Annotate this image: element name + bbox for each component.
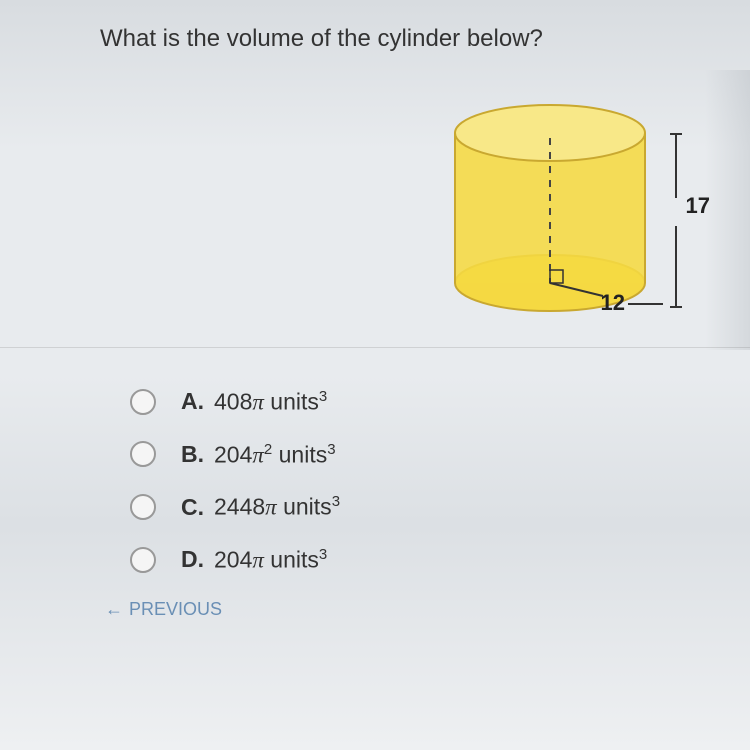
cylinder-diagram [440,88,670,328]
radio-button[interactable] [130,389,156,415]
option-b[interactable]: B. 204π2 units3 [130,441,720,469]
radius-label: 12 [601,290,625,316]
option-letter: B. [181,441,204,468]
answer-options: A. 408π units3 B. 204π2 units3 C. 2448π … [130,388,720,574]
option-letter: A. [181,388,204,415]
option-value: 204π2 units3 [214,441,336,469]
height-bracket [675,226,677,308]
option-value: 2448π units3 [214,493,340,521]
radio-button[interactable] [130,441,156,467]
radio-button[interactable] [130,494,156,520]
option-c[interactable]: C. 2448π units3 [130,493,720,521]
option-d[interactable]: D. 204π units3 [130,546,720,574]
option-a[interactable]: A. 408π units3 [130,388,720,416]
radio-button[interactable] [130,547,156,573]
section-divider [0,347,750,348]
option-letter: C. [181,494,204,521]
option-value: 204π units3 [214,546,327,574]
option-letter: D. [181,546,204,573]
question-text: What is the volume of the cylinder below… [100,25,720,53]
radius-line-ext [628,303,663,305]
photo-shadow [705,70,750,350]
option-value: 408π units3 [214,388,327,416]
left-arrow-icon: ← [105,599,123,620]
cylinder-figure: 17 12 [30,78,720,338]
previous-button[interactable]: ← PREVIOUS [105,599,720,620]
height-bracket [675,133,677,198]
previous-label: PREVIOUS [129,599,222,620]
height-tick [670,306,682,308]
